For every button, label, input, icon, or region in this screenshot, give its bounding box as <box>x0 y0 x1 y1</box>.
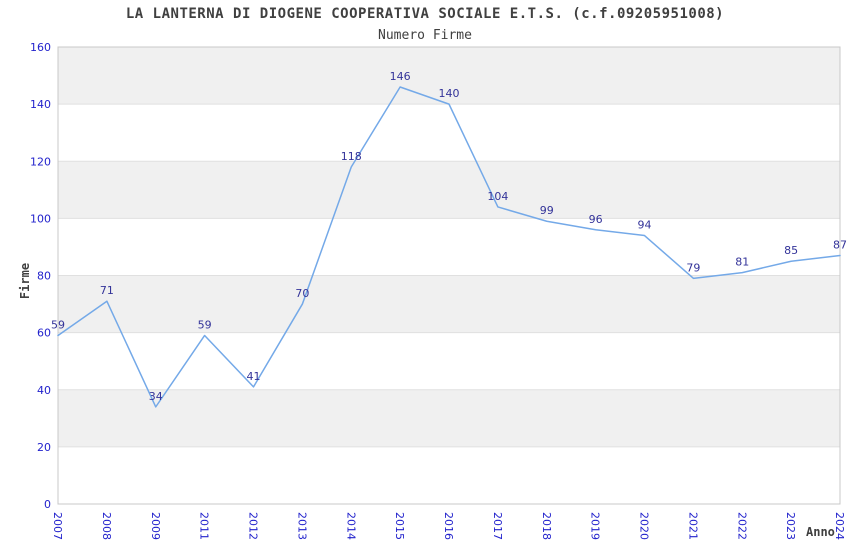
data-label: 34 <box>149 390 163 403</box>
y-tick-label: 100 <box>30 212 51 225</box>
data-label: 59 <box>198 318 212 331</box>
x-tick-label: 2016 <box>442 512 455 540</box>
data-label: 99 <box>540 204 554 217</box>
x-tick-label: 2007 <box>51 512 64 540</box>
data-label: 70 <box>295 287 309 300</box>
x-tick-label: 2023 <box>784 512 797 540</box>
x-tick-label: 2022 <box>735 512 748 540</box>
x-tick-label: 2018 <box>540 512 553 540</box>
plot-band <box>58 161 840 219</box>
chart-subtitle: Numero Firme <box>378 28 472 43</box>
plot-band <box>58 332 840 390</box>
plot-band <box>58 275 840 333</box>
plot-border <box>57 46 841 505</box>
x-tick-label: 2009 <box>149 512 162 540</box>
plot-band <box>58 218 840 276</box>
y-tick-label: 80 <box>37 270 51 283</box>
y-tick-label: 120 <box>30 155 51 168</box>
data-label: 71 <box>100 284 114 297</box>
x-tick-label: 2024 <box>833 512 846 540</box>
y-tick-label: 140 <box>30 98 51 111</box>
data-label: 94 <box>638 219 652 232</box>
data-label: 140 <box>439 87 460 100</box>
data-label: 118 <box>341 150 362 163</box>
plot-band <box>58 446 840 504</box>
x-axis-title: Anno <box>806 525 835 539</box>
data-label: 87 <box>833 239 847 252</box>
x-tick-label: 2012 <box>247 512 260 540</box>
series-line <box>57 86 841 408</box>
x-tick-label: 2014 <box>344 512 357 540</box>
x-tick-label: 2020 <box>638 512 651 540</box>
y-tick-label: 20 <box>37 441 51 454</box>
x-tick-label: 2008 <box>100 512 113 540</box>
x-tick-label: 2017 <box>491 512 504 540</box>
y-tick-label: 0 <box>44 498 51 511</box>
y-tick-label: 40 <box>37 384 51 397</box>
x-tick-label: 2021 <box>686 512 699 540</box>
x-tick-label: 2011 <box>198 512 211 540</box>
data-label: 104 <box>487 190 508 203</box>
plot-band <box>58 47 840 105</box>
data-label: 79 <box>686 261 700 274</box>
data-label: 146 <box>390 70 411 83</box>
data-label: 85 <box>784 244 798 257</box>
y-tick-label: 60 <box>37 327 51 340</box>
x-tick-label: 2015 <box>393 512 406 540</box>
chart-title: LA LANTERNA DI DIOGENE COOPERATIVA SOCIA… <box>125 6 725 22</box>
plot-band <box>58 389 840 447</box>
x-tick-label: 2013 <box>295 512 308 540</box>
data-label: 96 <box>589 213 603 226</box>
data-label: 41 <box>247 370 261 383</box>
y-tick-label: 160 <box>30 41 51 54</box>
plot-band <box>58 104 840 162</box>
data-label: 59 <box>51 318 65 331</box>
x-tick-label: 2019 <box>589 512 602 540</box>
data-label: 81 <box>735 256 749 269</box>
